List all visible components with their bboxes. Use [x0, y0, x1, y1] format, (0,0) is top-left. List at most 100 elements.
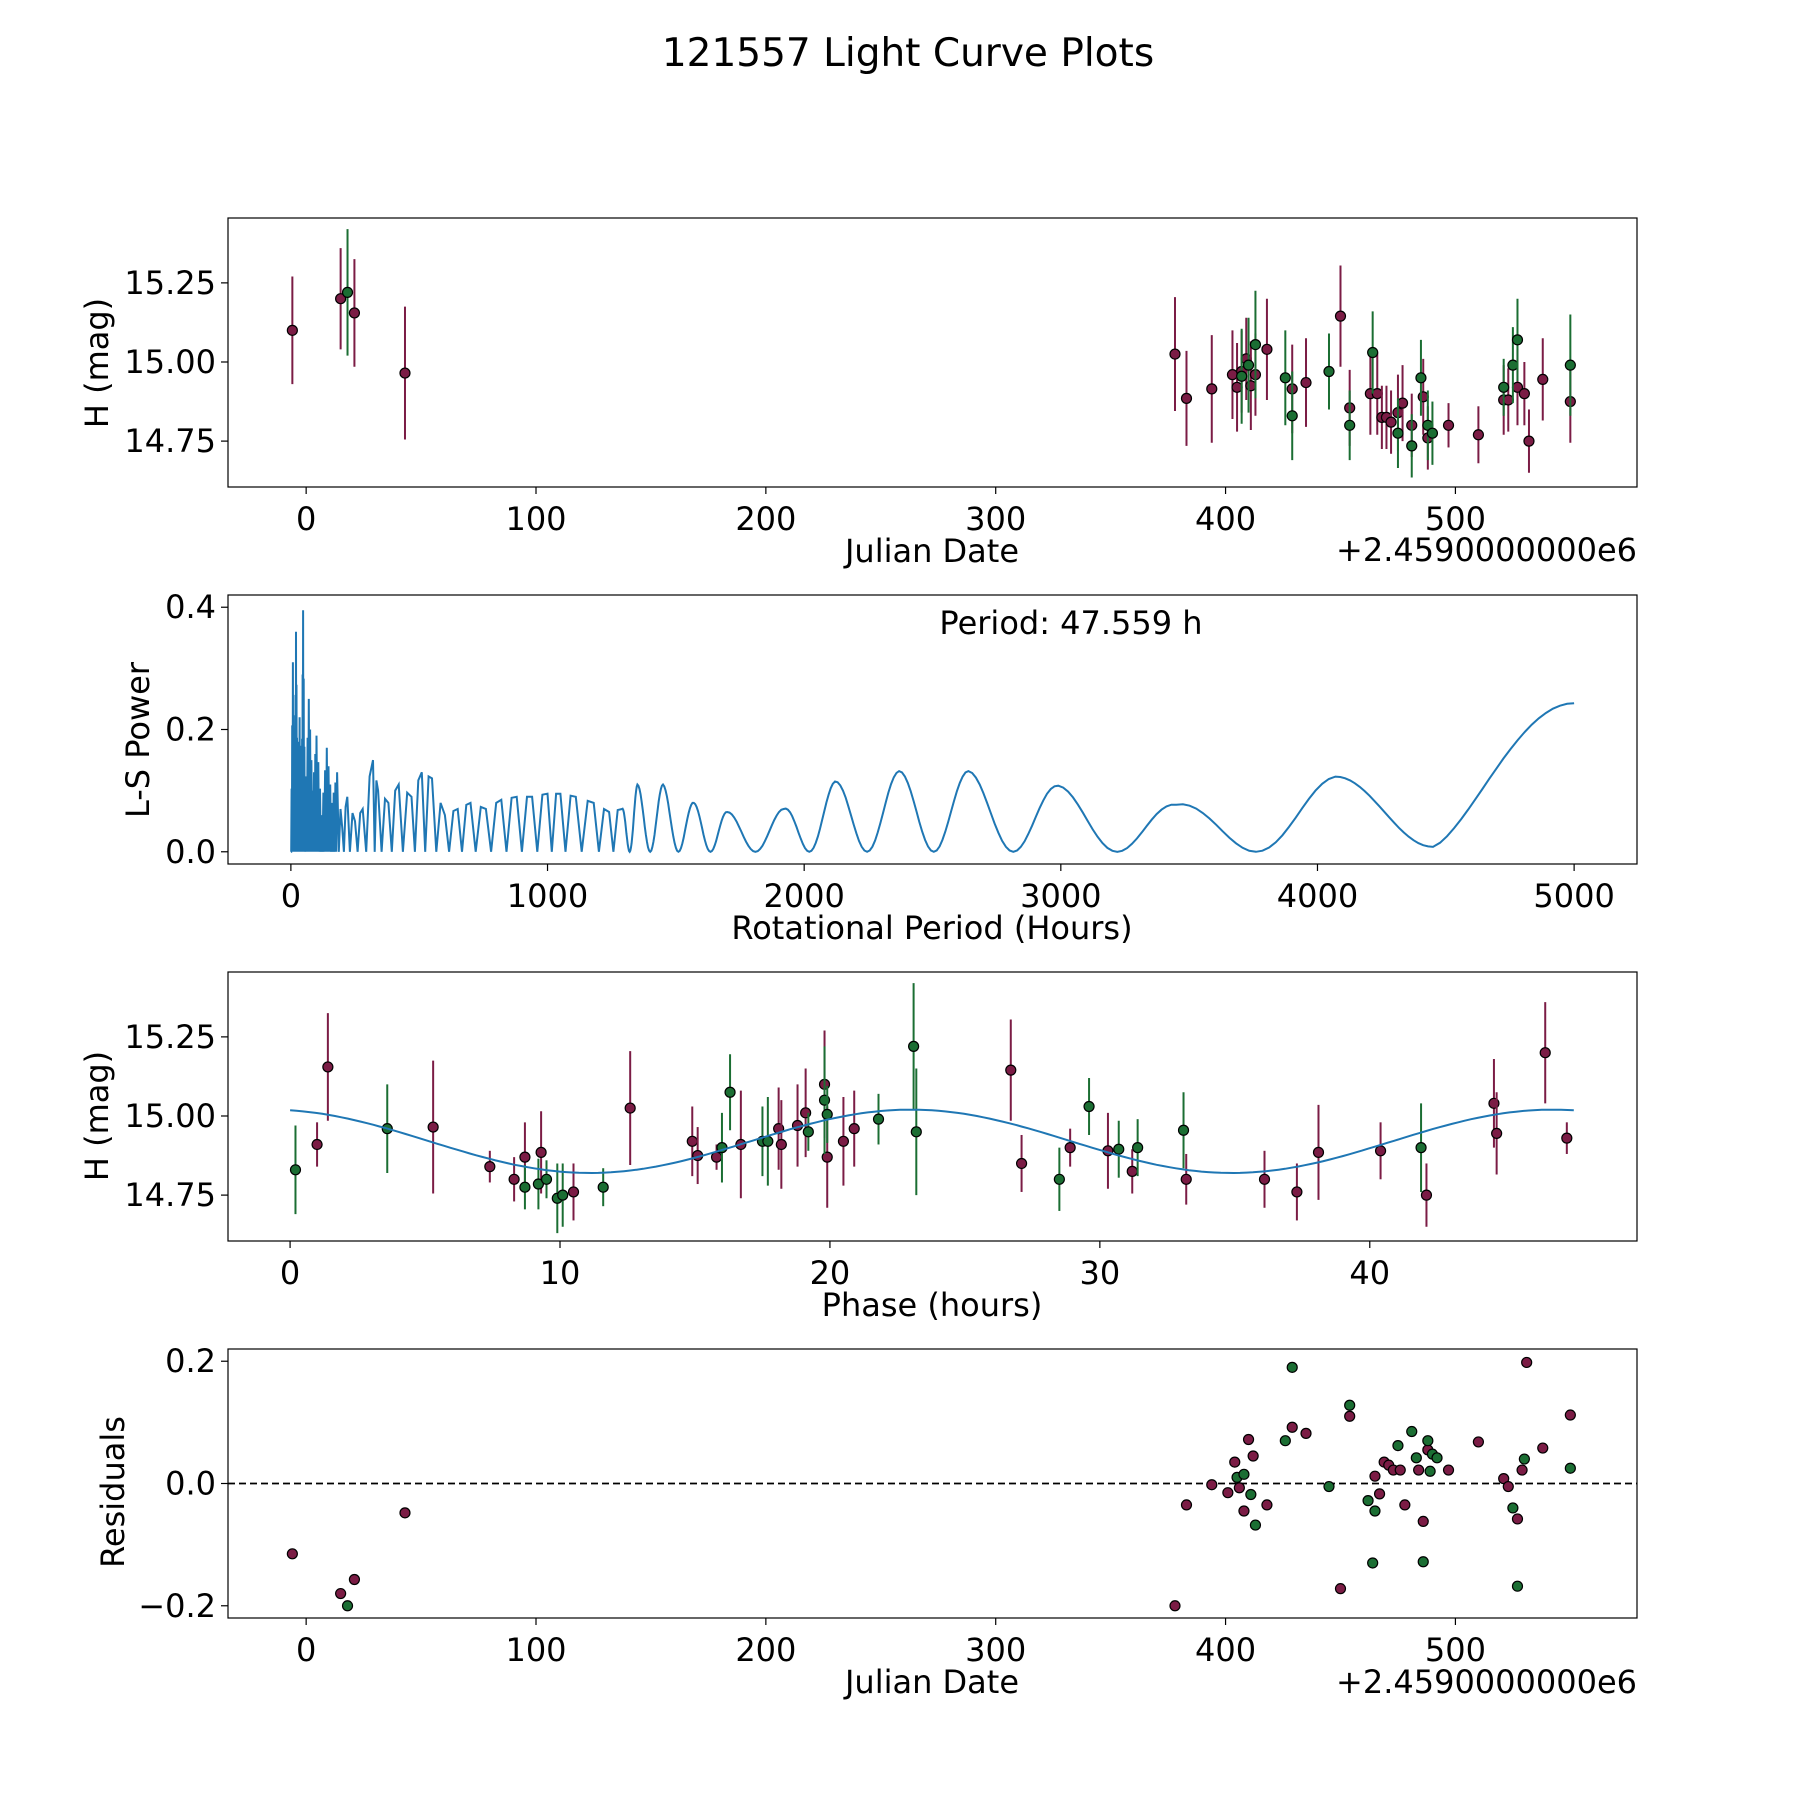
light-curve-point-red	[1180, 392, 1193, 404]
light-curve-point-red	[1261, 343, 1273, 355]
phase-curve-point-red	[821, 1151, 833, 1163]
residuals-point-red	[1537, 1442, 1549, 1454]
residuals-point-red	[1238, 1505, 1250, 1517]
light-curve-point-red	[1472, 429, 1485, 441]
residuals-point-green	[1422, 1435, 1434, 1447]
residuals-point-green	[1406, 1425, 1418, 1438]
phase-curve-point-red	[1005, 1064, 1017, 1076]
light-curve-point-green	[1344, 419, 1356, 431]
periodogram-xtick-label: 4000	[1277, 877, 1358, 915]
phase-curve-point-red	[1374, 1145, 1387, 1157]
residuals-point-green	[341, 1600, 354, 1612]
light-curve-point-green	[1498, 381, 1510, 393]
phase-curve-point-red	[1491, 1127, 1503, 1140]
light-curve-point-red	[1442, 419, 1455, 431]
periodogram-xtick-label: 2000	[763, 877, 844, 915]
residuals-point-red	[1247, 1450, 1259, 1462]
phase-curve-point-red	[1539, 1047, 1551, 1059]
residuals-point-red	[1373, 1488, 1386, 1500]
residuals-frame	[227, 1348, 1638, 1619]
phase-curve-point-green	[557, 1189, 569, 1201]
light-curve-point-red	[1537, 373, 1549, 385]
light-curve-point-green	[1286, 410, 1298, 422]
residuals-point-green	[1249, 1519, 1262, 1531]
residuals-point-red	[1413, 1464, 1425, 1476]
periodogram-ytick-label: 0.2	[165, 711, 216, 749]
residuals-xtick-label: 0	[296, 1631, 316, 1669]
phase-curve-point-red	[1561, 1132, 1573, 1144]
residuals-point-green	[1344, 1399, 1356, 1411]
light-curve-point-red	[1502, 394, 1514, 406]
phase-curve-point-green	[1053, 1173, 1065, 1185]
phase-curve-point-green	[1132, 1142, 1144, 1154]
periodogram-plot-area: 0 1000 2000 3000 4000 5000 0.0 0.2 0.4	[165, 588, 1638, 915]
residuals-point-red	[1516, 1464, 1528, 1476]
residuals-point-green	[1367, 1557, 1379, 1569]
light-curve-point-red	[1226, 369, 1239, 381]
residuals-point-red	[1206, 1479, 1218, 1491]
residuals-point-red	[1233, 1482, 1245, 1494]
residuals-point-red	[1521, 1356, 1533, 1369]
phase-curve-ytick-label: 15.00	[124, 1097, 216, 1135]
phase-curve-point-red	[624, 1102, 636, 1114]
residuals-point-red	[1564, 1409, 1576, 1421]
residuals-xtick-label: 300	[965, 1631, 1026, 1669]
residuals-point-red	[1286, 1421, 1298, 1433]
phase-curve-point-red	[837, 1135, 850, 1147]
phase-curve-point-green	[1113, 1143, 1125, 1155]
light-curve-ytick-label: 15.25	[124, 264, 216, 302]
phase-curve-point-green	[802, 1126, 814, 1138]
light-curve-chart: 0 100 200 300 400 500 14.75 15.00 15.25 Julian D…	[78, 217, 1638, 570]
light-curve-xlabel: Julian Date	[843, 532, 1019, 570]
residuals-point-red	[348, 1573, 361, 1586]
phase-curve-point-red	[508, 1173, 520, 1185]
residuals-point-green	[1431, 1452, 1443, 1464]
phase-curve-point-red	[519, 1151, 531, 1163]
residuals-point-green	[1417, 1556, 1429, 1568]
light-curve-point-red	[1231, 381, 1243, 393]
residuals-xlabel: Julian Date	[843, 1663, 1019, 1701]
light-curve-frame	[227, 217, 1638, 488]
light-curve-point-green	[1511, 334, 1524, 346]
phase-curve-point-red	[1015, 1157, 1028, 1170]
phase-curve-point-green	[908, 1040, 920, 1052]
residuals-plot-area: 0 100 200 300 400 500 −0.2 0.0 0.2	[138, 1342, 1638, 1669]
periodogram-xlabel: Rotational Period (Hours)	[731, 909, 1132, 947]
light-curve-point-red	[1523, 435, 1535, 447]
phase-curve-point-red	[427, 1121, 439, 1133]
light-curve-point-green	[1367, 346, 1379, 359]
residuals-chart: 0 100 200 300 400 500 −0.2 0.0 0.2 Julian Date R…	[94, 1342, 1638, 1701]
periodogram-ytick-label: 0.0	[165, 833, 216, 871]
residuals-point-red	[286, 1548, 298, 1560]
light-curve-point-green	[341, 286, 354, 298]
residuals-point-red	[1472, 1436, 1485, 1448]
light-curve-xtick-label: 400	[1195, 500, 1256, 538]
phase-curve-xtick-label: 30	[1079, 1254, 1120, 1292]
light-curve-point-green	[1236, 370, 1248, 382]
phase-curve-xtick-label: 20	[810, 1254, 851, 1292]
residuals-point-red	[1222, 1487, 1234, 1499]
phase-curve-point-red	[1180, 1173, 1192, 1185]
phase-curve-ytick-label: 15.25	[124, 1018, 216, 1056]
periodogram-xtick-label: 0	[281, 877, 301, 915]
light-curve-point-green	[1242, 359, 1255, 371]
light-curve-point-green	[1279, 372, 1291, 384]
light-curve-point-red	[1334, 310, 1347, 322]
phase-curve-xtick-label: 10	[540, 1254, 581, 1292]
light-curve-point-red	[1371, 388, 1383, 400]
residuals-point-green	[1286, 1361, 1298, 1373]
light-curve-point-red	[1396, 397, 1409, 409]
residuals-point-red	[1417, 1515, 1429, 1528]
phase-curve-point-red	[775, 1138, 787, 1151]
phase-curve-point-red	[1064, 1142, 1076, 1154]
phase-curve-point-green	[519, 1181, 531, 1193]
residuals-point-red	[1180, 1499, 1193, 1511]
phase-curve-xtick-label: 0	[280, 1254, 300, 1292]
phase-curve-point-red	[1312, 1146, 1325, 1158]
residuals-offset-label: +2.4590000000e6	[1336, 1663, 1637, 1701]
residuals-xtick-label: 500	[1425, 1631, 1486, 1669]
light-curve-ytick-label: 15.00	[124, 343, 216, 381]
periodogram-line	[290, 610, 1575, 854]
phase-curve-point-red	[1126, 1165, 1138, 1177]
